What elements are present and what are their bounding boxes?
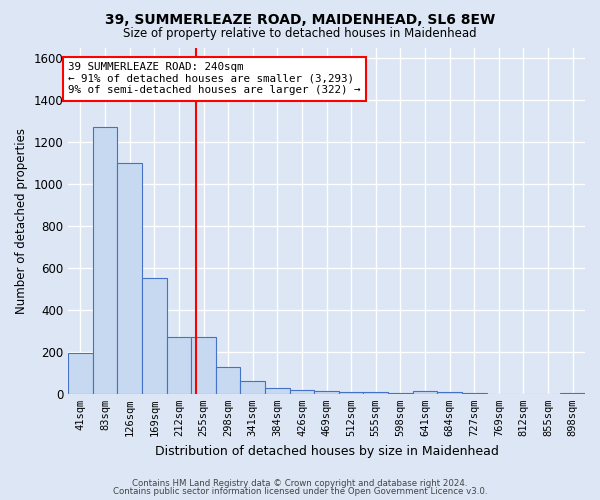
Bar — [142, 278, 167, 394]
Text: Size of property relative to detached houses in Maidenhead: Size of property relative to detached ho… — [123, 28, 477, 40]
Bar — [437, 392, 462, 394]
Bar — [191, 337, 216, 394]
Bar — [413, 392, 437, 394]
Text: Contains public sector information licensed under the Open Government Licence v3: Contains public sector information licen… — [113, 487, 487, 496]
X-axis label: Distribution of detached houses by size in Maidenhead: Distribution of detached houses by size … — [155, 444, 499, 458]
Bar — [241, 381, 265, 394]
Bar — [118, 163, 142, 394]
Text: 39, SUMMERLEAZE ROAD, MAIDENHEAD, SL6 8EW: 39, SUMMERLEAZE ROAD, MAIDENHEAD, SL6 8E… — [105, 12, 495, 26]
Bar — [339, 392, 364, 394]
Text: 39 SUMMERLEAZE ROAD: 240sqm
← 91% of detached houses are smaller (3,293)
9% of s: 39 SUMMERLEAZE ROAD: 240sqm ← 91% of det… — [68, 62, 361, 96]
Bar — [167, 337, 191, 394]
Bar — [314, 392, 339, 394]
Y-axis label: Number of detached properties: Number of detached properties — [15, 128, 28, 314]
Bar — [68, 353, 93, 394]
Bar — [364, 392, 388, 394]
Text: Contains HM Land Registry data © Crown copyright and database right 2024.: Contains HM Land Registry data © Crown c… — [132, 478, 468, 488]
Bar — [265, 388, 290, 394]
Bar — [290, 390, 314, 394]
Bar — [93, 128, 118, 394]
Bar — [388, 393, 413, 394]
Bar — [216, 366, 241, 394]
